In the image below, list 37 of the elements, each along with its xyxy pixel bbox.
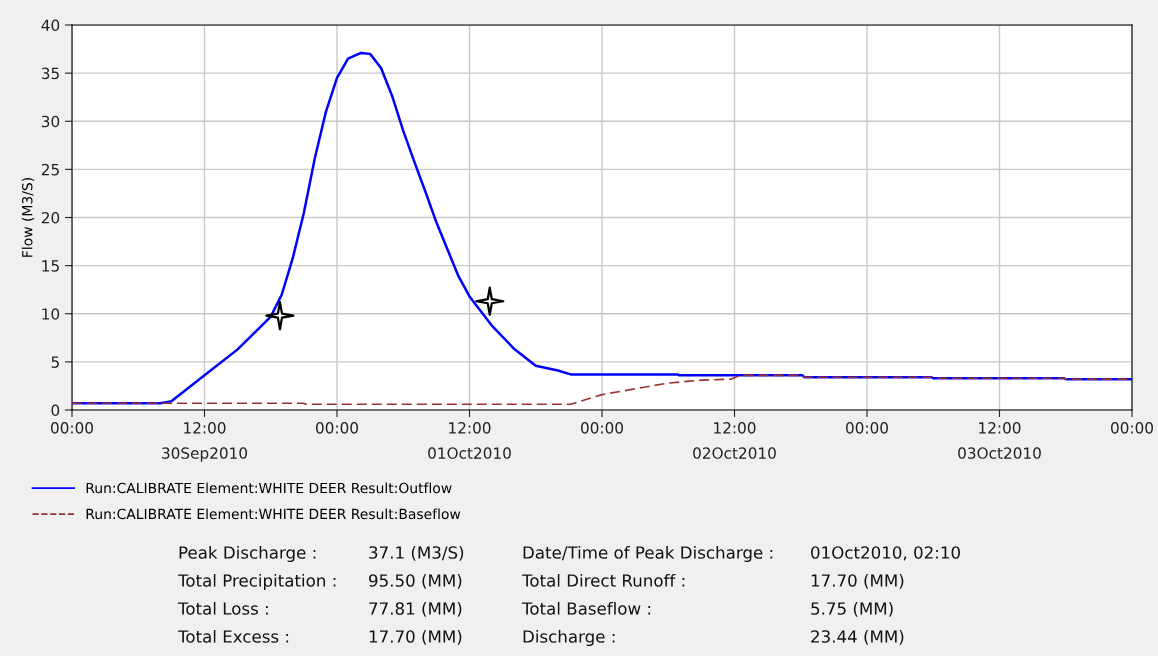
text: Discharge : — [523, 629, 615, 647]
text: Total Baseflow : — [521, 601, 651, 615]
text: Total Loss : — [177, 601, 268, 615]
text: 5.75 (MM) — [811, 601, 893, 617]
text: 17.70 (MM) — [369, 629, 462, 645]
y-tick-label: 10 — [42, 308, 60, 320]
y-tick-label: 20 — [41, 211, 60, 224]
legend-label: Run:CALIBRATE Element:WHITE DEER Result:Outflow — [86, 482, 452, 494]
y-tick-label: 30 — [41, 115, 60, 128]
text: Total Direct Runoff : — [521, 573, 685, 587]
text: 37.1 (M3/S) — [369, 545, 464, 561]
x-tick-label: 00:00 — [315, 422, 358, 434]
text: Date/Time of Peak Discharge : — [523, 545, 773, 563]
text: Total Excess : — [177, 629, 289, 643]
y-tick-label: 15 — [42, 260, 59, 272]
text: Peak Discharge : — [179, 545, 316, 563]
y-tick-label: 0 — [51, 404, 60, 417]
text: 17.70 (MM) — [811, 573, 904, 589]
text: 77.81 (MM) — [369, 601, 462, 617]
text: 01Oct2010, 02:10 — [811, 546, 960, 561]
text: 95.50 (MM) — [369, 573, 462, 589]
text: 23.44 (MM) — [811, 629, 904, 645]
x-tick-label: 12:00 30Sep2010 — [162, 422, 248, 462]
text: Total Precipitation : — [177, 573, 336, 591]
x-tick-label: 00:00 — [1110, 422, 1153, 434]
x-tick-label: 00:00 — [580, 422, 623, 434]
y-tick-label: 25 — [41, 163, 59, 176]
x-tick-label: 00:00 — [50, 422, 93, 434]
y-tick-label: 40 — [41, 19, 60, 32]
y-tick-label: 35 — [41, 67, 59, 80]
y-axis-title: Flow (M3/S) — [21, 178, 35, 257]
legend-label: Run:CALIBRATE Element:WHITE DEER Result:Baseflow — [86, 508, 461, 520]
x-tick-label: 12:00 01Oct2010 — [428, 422, 511, 459]
x-tick-label: 12:00 02Oct2010 — [693, 422, 776, 459]
x-tick-label: 00:00 — [845, 422, 888, 434]
x-tick-label: 12:00 03Oct2010 — [958, 422, 1041, 459]
y-tick-label: 5 — [51, 356, 59, 368]
